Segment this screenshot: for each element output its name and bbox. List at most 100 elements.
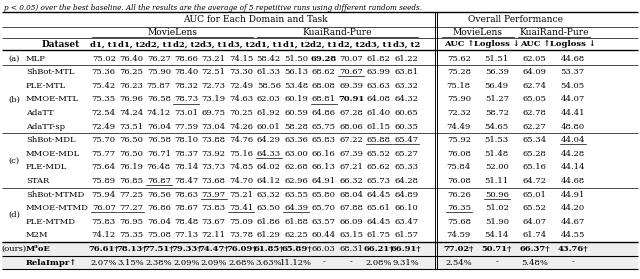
Text: p < 0.05) over the best baseline. All the results are the average of 5 repetitiv: p < 0.05) over the best baseline. All th… [4,4,422,12]
Text: 76.96: 76.96 [119,95,143,103]
Text: 72.49: 72.49 [229,82,253,90]
Text: 63.47: 63.47 [394,218,419,226]
Text: 74.12: 74.12 [147,109,171,117]
Text: 70.25: 70.25 [229,109,253,117]
Text: 48.80: 48.80 [561,122,585,131]
Text: 76.58: 76.58 [147,95,171,103]
Text: 75.28: 75.28 [447,68,471,76]
Text: 62.03: 62.03 [257,95,280,103]
Text: Dataset: Dataset [42,40,80,49]
Text: 64.72: 64.72 [523,177,547,185]
Text: 74.70: 74.70 [229,177,253,185]
Text: M2M: M2M [26,231,49,239]
Text: 65.33: 65.33 [394,163,419,171]
Text: 44.14: 44.14 [561,163,585,171]
Text: 60.59: 60.59 [284,109,308,117]
Text: 58.56: 58.56 [257,82,281,90]
Text: 66.13: 66.13 [312,163,336,171]
Text: 67.28: 67.28 [339,109,363,117]
Text: (c): (c) [8,157,20,165]
Text: 75.41: 75.41 [229,204,253,212]
Text: 73.19: 73.19 [202,95,226,103]
Text: 76.86: 76.86 [147,204,171,212]
Text: AUC ↑: AUC ↑ [520,40,550,48]
Text: 3.63%: 3.63% [255,259,282,266]
Text: 54.14: 54.14 [484,231,509,239]
Text: 75.18: 75.18 [447,82,471,90]
Text: 65.88: 65.88 [367,136,391,144]
Text: -: - [572,259,574,266]
Text: 67.21: 67.21 [339,163,363,171]
Text: 75.68: 75.68 [447,218,471,226]
Text: 66.91†: 66.91† [391,245,422,253]
Text: 72.11: 72.11 [202,231,226,239]
Text: 51.27: 51.27 [484,95,509,103]
Text: 62.78: 62.78 [523,109,547,117]
Text: 69.39: 69.39 [339,82,364,90]
Text: 75.90: 75.90 [447,95,471,103]
Text: 78.48: 78.48 [174,218,198,226]
Text: 68.81: 68.81 [312,95,336,103]
Text: 76.71: 76.71 [147,150,171,158]
Text: 64.09: 64.09 [523,68,547,76]
Text: 75.35: 75.35 [119,231,143,239]
Text: d3, t1: d3, t1 [200,40,227,48]
Text: 76.61†: 76.61† [88,245,119,253]
Text: 63.32: 63.32 [257,191,281,199]
Text: 44.41: 44.41 [561,109,585,117]
Text: 61.74: 61.74 [523,231,547,239]
Text: 75.42: 75.42 [92,82,116,90]
Text: 78.32: 78.32 [174,82,198,90]
Text: 44.68: 44.68 [561,177,585,185]
Text: 60.65: 60.65 [394,109,418,117]
Text: MMOE-MDL: MMOE-MDL [26,150,80,158]
Text: 44.20: 44.20 [561,204,585,212]
Text: 70.91: 70.91 [338,95,364,103]
Text: 54.05: 54.05 [561,82,585,90]
Text: 65.47: 65.47 [394,136,419,144]
Text: 65.16: 65.16 [523,163,547,171]
Text: 74.49: 74.49 [447,122,471,131]
Text: 51.50: 51.50 [284,55,308,62]
Text: 51.48: 51.48 [484,150,509,158]
Text: 61.57: 61.57 [394,231,419,239]
Text: ShBot-MDL: ShBot-MDL [26,136,76,144]
Text: 74.26: 74.26 [229,122,253,131]
Text: d2, t1: d2, t1 [145,40,172,48]
Text: 68.06: 68.06 [339,122,363,131]
Text: 73.73: 73.73 [202,163,226,171]
Text: 65.73: 65.73 [367,177,391,185]
Text: KuaiRand-Pure: KuaiRand-Pure [303,28,372,37]
Text: 63.99: 63.99 [367,68,391,76]
Text: 61.75: 61.75 [367,231,391,239]
Text: d2, t1: d2, t1 [310,40,337,48]
Text: 76.27: 76.27 [147,55,171,62]
Text: 11.12%: 11.12% [280,259,312,266]
Text: 78.37: 78.37 [174,150,198,158]
Text: d3, t2: d3, t2 [392,40,420,48]
Text: 65.28: 65.28 [523,150,547,158]
Text: 65.70: 65.70 [312,204,336,212]
Text: d3, t2: d3, t2 [228,40,255,48]
Text: PLE-MTMD: PLE-MTMD [26,218,76,226]
Text: -: - [350,259,353,266]
Text: 44.67: 44.67 [561,218,585,226]
Text: 2.09%: 2.09% [200,259,227,266]
Text: 66.09: 66.09 [339,218,363,226]
Text: 61.33: 61.33 [257,68,281,76]
Text: 61.82: 61.82 [367,55,390,62]
Text: MMOE-MTL: MMOE-MTL [26,95,79,103]
Text: 73.51: 73.51 [119,122,143,131]
Text: 78.47: 78.47 [174,177,198,185]
Text: 76.87: 76.87 [147,177,171,185]
Text: 64.28: 64.28 [394,177,419,185]
Text: 64.33: 64.33 [257,150,281,158]
Text: 63.36: 63.36 [284,136,308,144]
Text: 66.21†: 66.21† [364,245,394,253]
Text: AdaTT: AdaTT [26,109,54,117]
Text: 65.05: 65.05 [523,95,547,103]
Text: 68.08: 68.08 [312,82,336,90]
Text: 78.67: 78.67 [174,204,198,212]
Text: 63.00: 63.00 [284,150,308,158]
Text: 73.97: 73.97 [202,191,226,199]
